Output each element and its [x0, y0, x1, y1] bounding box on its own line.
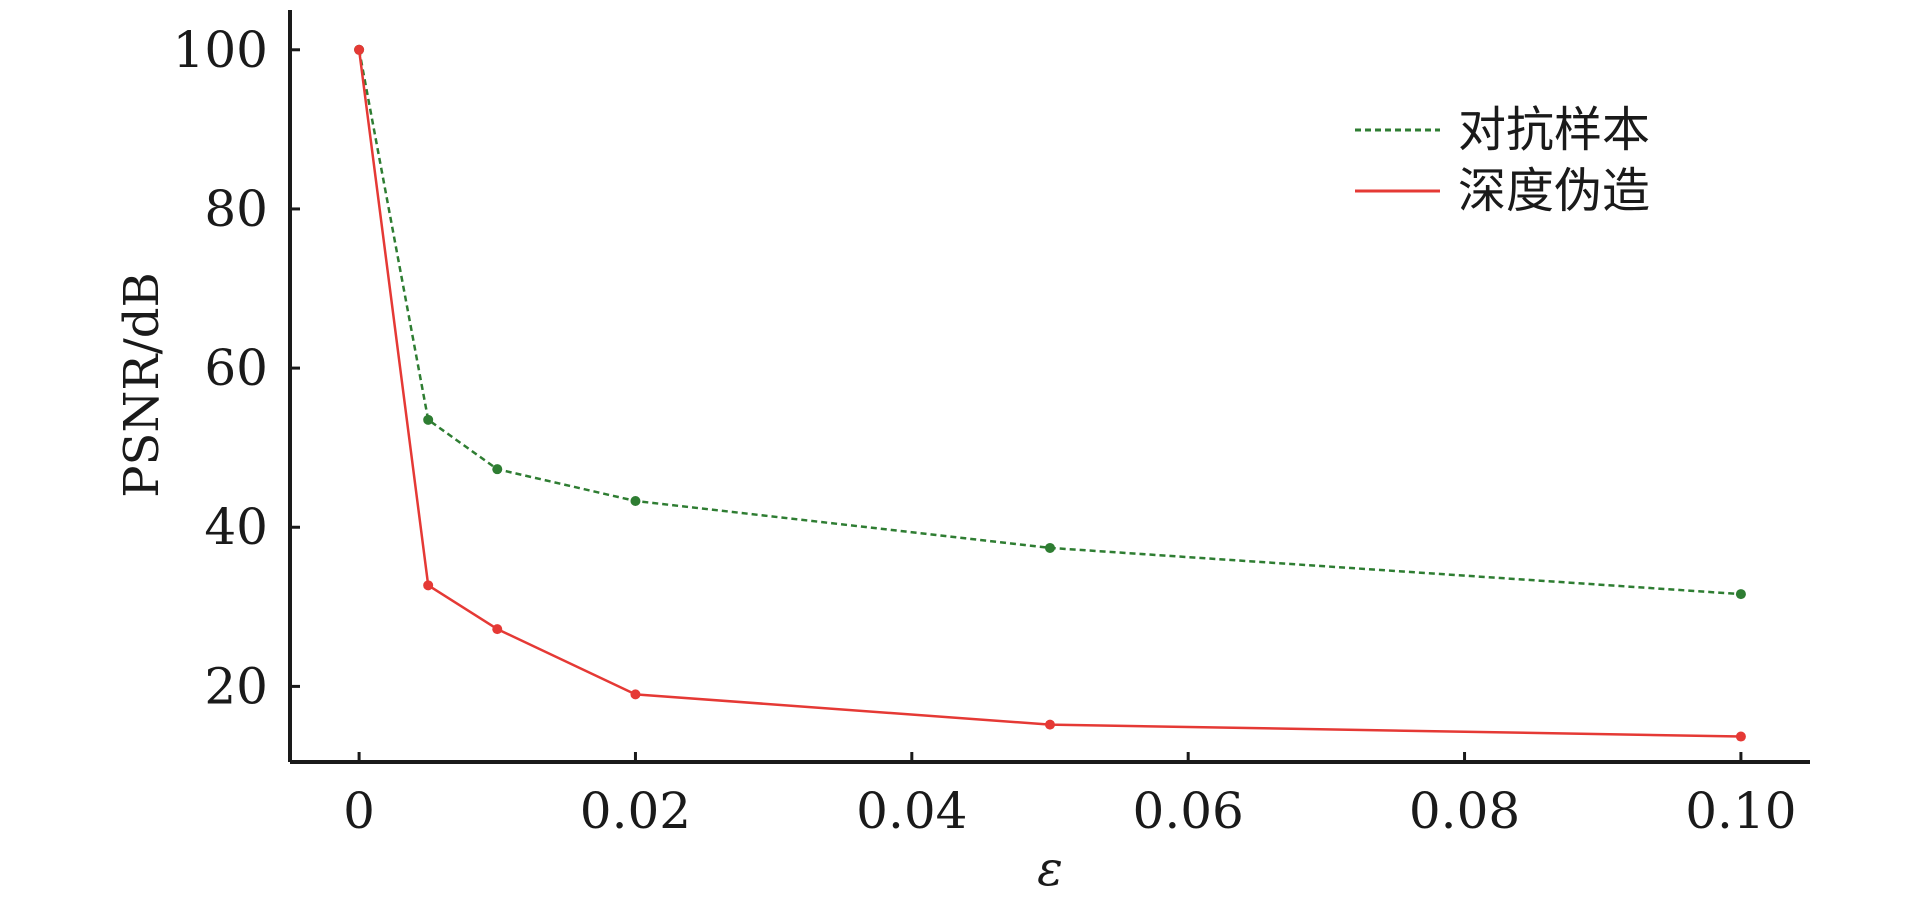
- data-point-adversarial: [1735, 589, 1746, 600]
- data-point-deepfake: [354, 44, 365, 55]
- data-point-adversarial: [492, 464, 503, 475]
- data-point-adversarial: [630, 495, 641, 506]
- y-tick-label: 40: [204, 498, 268, 556]
- ticks: 0 0.02 0.04 0.06 0.08 0.10 20 40 60 80 100: [173, 21, 1797, 840]
- x-tick-label: 0: [343, 782, 375, 840]
- y-tick-label: 20: [204, 657, 268, 715]
- data-point-deepfake: [423, 580, 434, 591]
- legend-label-deepfake: 深度伪造: [1458, 163, 1650, 219]
- data-point-deepfake: [492, 624, 503, 635]
- data-point-deepfake: [1735, 731, 1746, 742]
- x-tick-label: 0.08: [1409, 782, 1520, 840]
- series-line-deepfake: [357, 49, 1741, 738]
- data-point-deepfake: [630, 689, 641, 700]
- y-axis-label: PSNR/dB: [114, 272, 170, 498]
- axes: [288, 10, 1810, 764]
- series-line-adversarial: [357, 49, 1741, 596]
- legend-label-adversarial: 对抗样本: [1458, 102, 1650, 158]
- x-axis-label: ε: [1037, 841, 1063, 897]
- legend: 对抗样本 深度伪造: [1355, 102, 1650, 219]
- x-tick-label: 0.06: [1133, 782, 1244, 840]
- data-point-deepfake: [1045, 719, 1055, 730]
- data-point-adversarial: [1045, 542, 1055, 553]
- plot-area: [354, 44, 1746, 742]
- y-tick-label: 80: [204, 180, 268, 238]
- data-point-adversarial: [423, 414, 434, 425]
- x-tick-label: 0.10: [1685, 782, 1796, 840]
- x-tick-label: 0.04: [856, 782, 967, 840]
- y-tick-label: 60: [204, 339, 268, 397]
- y-tick-label: 100: [173, 21, 268, 79]
- x-tick-label: 0.02: [580, 782, 691, 840]
